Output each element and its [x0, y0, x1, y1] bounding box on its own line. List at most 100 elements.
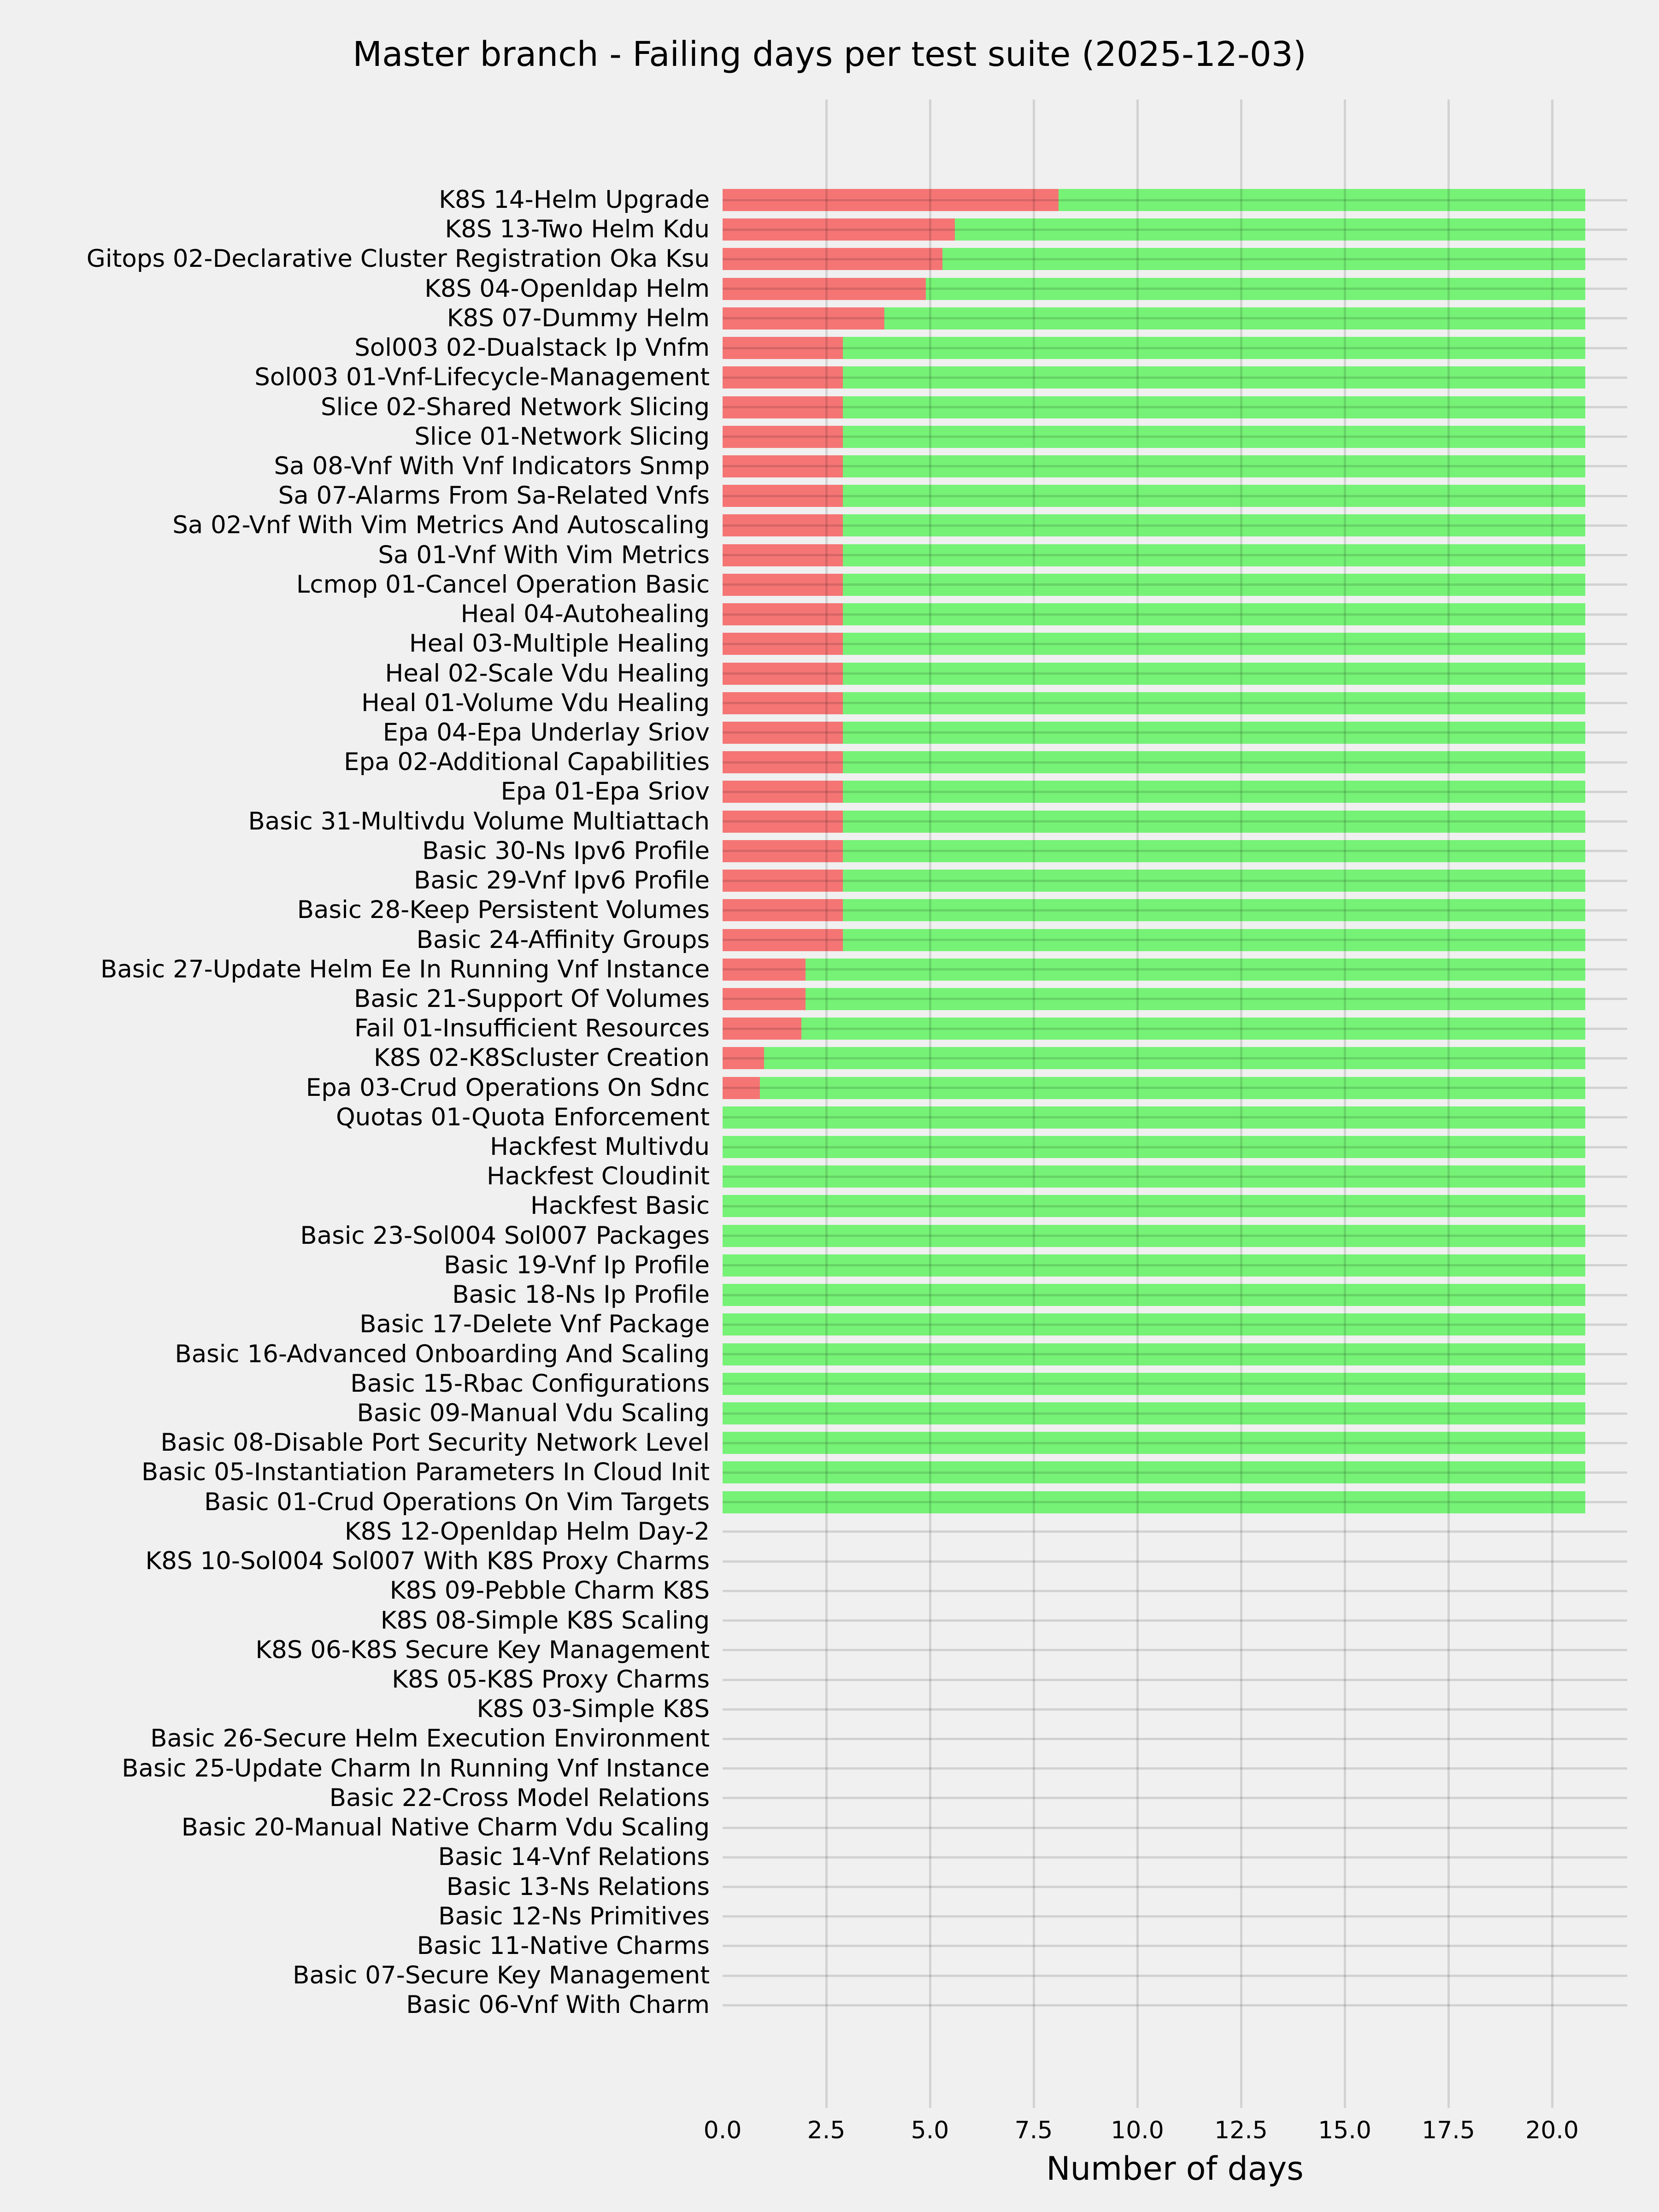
- gridline-horizontal: [723, 1087, 1627, 1089]
- gridline-horizontal: [723, 642, 1627, 645]
- passing-segment: [723, 1165, 1585, 1188]
- bar-row: [723, 603, 1627, 626]
- passing-segment: [843, 485, 1585, 507]
- y-tick-label: K8S 07-Dummy Helm: [447, 304, 710, 332]
- failing-segment: [723, 988, 806, 1010]
- failing-segment: [723, 721, 843, 744]
- gridline-horizontal: [723, 435, 1627, 438]
- x-tick-label: 0.0: [703, 2117, 742, 2144]
- failing-segment: [723, 692, 843, 714]
- gridline-vertical: [1032, 100, 1035, 2108]
- passing-segment: [723, 1343, 1585, 1365]
- y-tick-label: Basic 22-Cross Model Relations: [329, 1783, 710, 1812]
- y-tick-label: Slice 02-Shared Network Slicing: [320, 393, 710, 421]
- failing-segment: [723, 514, 843, 537]
- passing-segment: [843, 603, 1585, 626]
- y-tick-label: Basic 28-Keep Persistent Volumes: [297, 896, 710, 924]
- y-tick-label: K8S 06-K8S Secure Key Management: [255, 1635, 710, 1664]
- failing-segment: [723, 870, 843, 892]
- y-tick-label: K8S 12-Openldap Helm Day-2: [344, 1517, 710, 1546]
- bar-row: [723, 840, 1627, 862]
- y-tick-label: Sa 07-Alarms From Sa-Related Vnfs: [278, 482, 710, 510]
- gridline-horizontal: [723, 2004, 1627, 2006]
- y-tick-label: Hackfest Multivdu: [490, 1133, 710, 1161]
- failing-segment: [723, 810, 843, 833]
- y-tick-label: Basic 16-Advanced Onboarding And Scaling: [175, 1340, 710, 1368]
- passing-segment: [843, 337, 1585, 359]
- passing-segment: [843, 514, 1585, 537]
- gridline-horizontal: [723, 820, 1627, 823]
- gridline-horizontal: [723, 199, 1627, 201]
- failing-segment: [723, 781, 843, 803]
- gridline-horizontal: [723, 672, 1627, 675]
- gridline-vertical: [1551, 100, 1553, 2108]
- gridline-horizontal: [723, 1205, 1627, 1207]
- failing-segment: [723, 603, 843, 626]
- bar-row: [723, 1136, 1627, 1159]
- bar-row: [723, 366, 1627, 389]
- passing-segment: [723, 1461, 1585, 1484]
- gridline-horizontal: [723, 1353, 1627, 1356]
- bar-row: [723, 810, 1627, 833]
- y-tick-label: Sol003 01-Vnf-Lifecycle-Management: [254, 363, 710, 392]
- passing-segment: [843, 781, 1585, 803]
- failing-segment: [723, 366, 843, 389]
- y-tick-label: K8S 04-Openldap Helm: [424, 274, 710, 303]
- y-tick-label: Basic 07-Secure Key Management: [293, 1961, 710, 1990]
- bar-row: [723, 958, 1627, 981]
- bar-row: [723, 1165, 1627, 1188]
- gridline-horizontal: [723, 1589, 1627, 1592]
- y-tick-label: Basic 23-Sol004 Sol007 Packages: [300, 1221, 710, 1250]
- passing-segment: [723, 1195, 1585, 1218]
- gridline-horizontal: [723, 909, 1627, 912]
- y-tick-label: Basic 19-Vnf Ip Profile: [444, 1251, 710, 1279]
- failing-segment: [723, 633, 843, 655]
- y-tick-label: Sa 02-Vnf With Vim Metrics And Autoscali…: [172, 511, 710, 540]
- bar-row: [723, 307, 1627, 329]
- bar-row: [723, 1018, 1627, 1040]
- y-tick-label: Basic 06-Vnf With Charm: [406, 1991, 710, 2019]
- y-tick-label: Sa 08-Vnf With Vnf Indicators Snmp: [274, 452, 710, 480]
- bar-row: [723, 425, 1627, 448]
- passing-segment: [723, 1224, 1585, 1247]
- passing-segment: [843, 692, 1585, 714]
- bar-row: [723, 396, 1627, 418]
- failing-segment: [723, 751, 843, 774]
- failing-segment: [723, 840, 843, 862]
- failing-segment: [723, 277, 926, 300]
- passing-segment: [843, 662, 1585, 685]
- passing-segment: [955, 218, 1585, 241]
- gridline-horizontal: [723, 1175, 1627, 1178]
- failing-segment: [723, 958, 806, 981]
- bar-row: [723, 485, 1627, 507]
- passing-segment: [723, 1106, 1585, 1129]
- failing-segment: [723, 189, 1059, 211]
- y-tick-label: Epa 04-Epa Underlay Sriov: [382, 718, 710, 747]
- x-tick-label: 2.5: [807, 2117, 846, 2144]
- bar-row: [723, 899, 1627, 922]
- x-tick-label: 20.0: [1525, 2117, 1579, 2144]
- gridline-vertical: [1240, 100, 1242, 2108]
- y-tick-label: Basic 24-Affinity Groups: [416, 925, 710, 954]
- passing-segment: [1059, 189, 1585, 211]
- gridline-horizontal: [723, 317, 1627, 320]
- gridline-horizontal: [723, 1708, 1627, 1711]
- failing-segment: [723, 218, 955, 241]
- x-axis-label: Number of days: [1046, 2150, 1304, 2188]
- passing-segment: [723, 1136, 1585, 1159]
- bar-row: [723, 1372, 1627, 1395]
- passing-segment: [723, 1313, 1585, 1336]
- passing-segment: [801, 1018, 1585, 1040]
- gridline-horizontal: [723, 790, 1627, 793]
- gridline-horizontal: [723, 998, 1627, 1000]
- failing-segment: [723, 455, 843, 477]
- y-tick-label: Basic 21-Support Of Volumes: [353, 984, 710, 1013]
- gridline-horizontal: [723, 1146, 1627, 1148]
- y-tick-label: Heal 01-Volume Vdu Healing: [361, 688, 710, 717]
- gridline-horizontal: [723, 731, 1627, 734]
- gridline-horizontal: [723, 1915, 1627, 1918]
- gridline-horizontal: [723, 494, 1627, 497]
- gridline-horizontal: [723, 406, 1627, 409]
- passing-segment: [884, 307, 1585, 329]
